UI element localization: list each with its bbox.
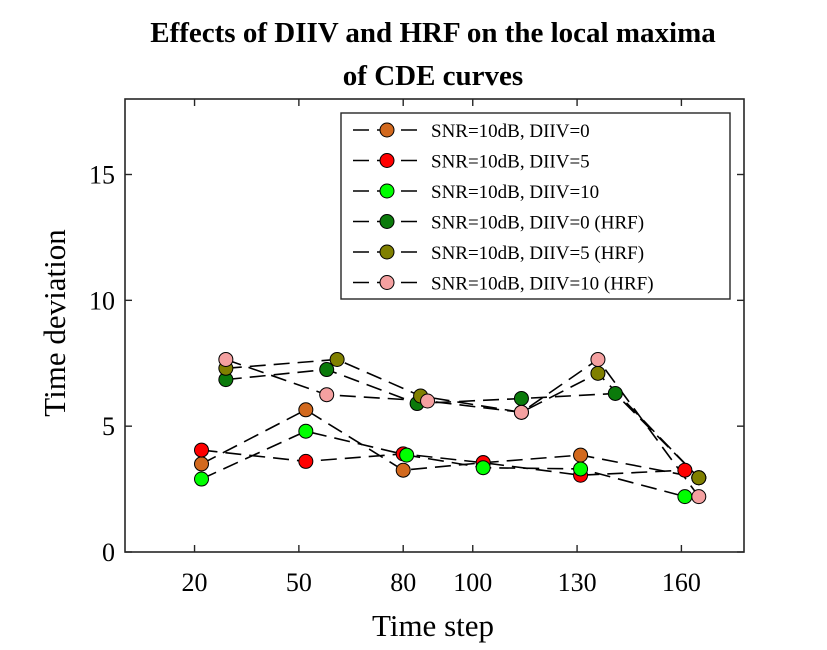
- legend-label-1: SNR=10dB, DIIV=0: [431, 121, 590, 142]
- series-line-4: [225, 368, 700, 479]
- x-tick-label-160: 160: [662, 568, 701, 597]
- series-1-point-2: [298, 402, 314, 418]
- y-axis-label: Time deviation: [37, 229, 72, 417]
- series-6-point-6: [691, 489, 707, 505]
- series-3-point-5: [573, 461, 589, 477]
- legend-marker-6: [379, 275, 395, 290]
- x-axis-label: Time step: [372, 608, 494, 643]
- legend-label-4: SNR=10dB, DIIV=0 (HRF): [431, 213, 644, 234]
- y-tick-label-5: 5: [102, 412, 115, 441]
- series-2-point-6: [677, 462, 693, 478]
- plot-area: [194, 351, 707, 505]
- series-2-point-2: [298, 453, 314, 469]
- series-3-point-1: [194, 471, 210, 487]
- series-3-point-6: [677, 489, 693, 505]
- x-tick-label-20: 20: [182, 568, 208, 597]
- legend-label-2: SNR=10dB, DIIV=5: [431, 152, 590, 173]
- series-line-1: [201, 408, 699, 479]
- y-tick-label-10: 10: [89, 286, 115, 315]
- x-tick-label-130: 130: [558, 568, 597, 597]
- legend: SNR=10dB, DIIV=0 SNR=10dB, DIIV=5 SNR=10dB…: [340, 112, 731, 300]
- legend-marker-4: [379, 214, 395, 229]
- series-3-point-2: [298, 423, 314, 439]
- series-5-point-5: [590, 365, 606, 381]
- series-6-point-2: [319, 387, 335, 403]
- x-tick-label-80: 80: [390, 568, 416, 597]
- series-6-point-5: [590, 351, 606, 367]
- series-1-point-5: [573, 447, 589, 463]
- legend-marker-5: [379, 244, 395, 260]
- series-6-point-1: [218, 351, 234, 367]
- axes-box: [124, 98, 745, 553]
- series-4-point-4: [513, 390, 529, 406]
- series-4-point-5: [607, 385, 623, 401]
- legend-label-3: SNR=10dB, DIIV=10: [431, 182, 599, 203]
- chart-title-line-2: of CDE curves: [343, 60, 523, 92]
- legend-label-6: SNR=10dB, DIIV=10 (HRF): [431, 274, 654, 295]
- series-5-point-2: [329, 351, 345, 367]
- series-line-5: [225, 358, 700, 479]
- series-6-point-3: [420, 393, 436, 409]
- series-6-point-4: [513, 404, 529, 420]
- y-tick-label-15: 15: [89, 161, 115, 190]
- x-tick-label-100: 100: [453, 568, 492, 597]
- series-3-point-4: [475, 460, 491, 476]
- series-3-point-3: [399, 447, 415, 463]
- series-4-point-2: [319, 362, 335, 378]
- series-1-point-3: [395, 462, 411, 478]
- series-line-2: [201, 449, 685, 477]
- legend-marker-2: [379, 153, 395, 168]
- series-1-point-1: [194, 456, 210, 472]
- legend-box: [340, 112, 731, 300]
- series-line-6: [225, 358, 700, 498]
- legend-label-5: SNR=10dB, DIIV=5 (HRF): [431, 243, 644, 264]
- y-tick-label-0: 0: [102, 538, 115, 567]
- axes: 20 50 80 100 130 160 0 5 10 15: [89, 98, 745, 597]
- legend-marker-3: [379, 183, 395, 199]
- x-tick-label-50: 50: [286, 568, 312, 597]
- legend-marker-1: [379, 122, 395, 138]
- series-5-point-6: [691, 470, 707, 486]
- chart-title-line-1: Effects of DIIV and HRF on the local max…: [150, 17, 716, 49]
- series-line-3: [201, 430, 686, 498]
- series-2-point-1: [194, 442, 210, 458]
